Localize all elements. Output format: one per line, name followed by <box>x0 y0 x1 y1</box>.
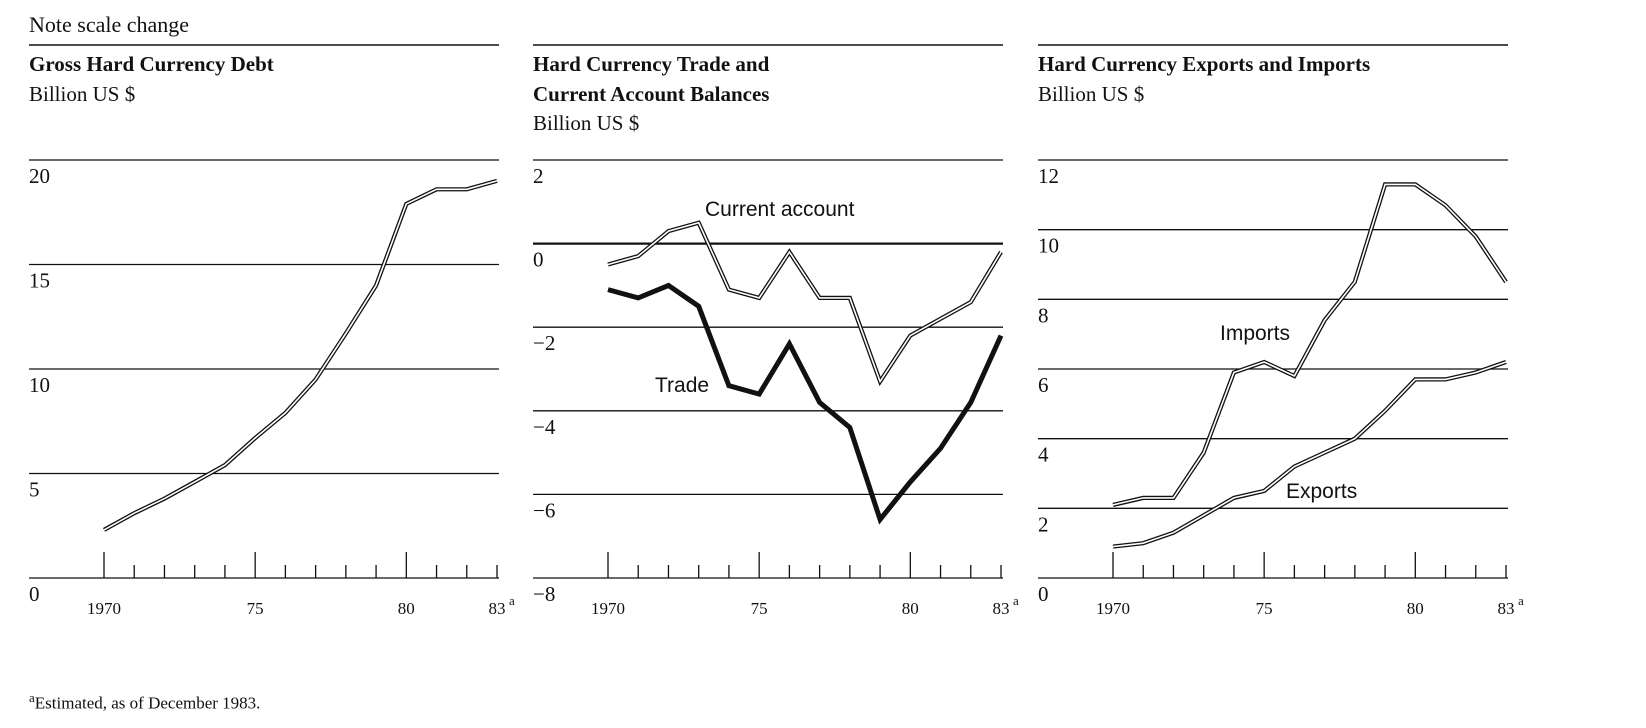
chart-title: Hard Currency Exports and Imports <box>1038 52 1371 76</box>
y-tick-label: 0 <box>533 248 544 272</box>
x-tick-superscript: a <box>509 593 515 608</box>
debt-chart: 0 5 10 15 20 1970 75 80 83 a <box>29 44 515 618</box>
y-tick-label: −6 <box>533 498 555 522</box>
x-tick-label: 80 <box>1407 599 1424 618</box>
x-tick-label: 1970 <box>591 599 625 618</box>
y-tick-label: 5 <box>29 478 40 502</box>
y-tick-label: 0 <box>29 582 40 606</box>
balances-chart: −8 −6 −4 −2 0 2 1970 75 80 83 a Current account Trad… <box>533 44 1019 618</box>
x-tick-label: 80 <box>398 599 415 618</box>
series-label: Trade <box>655 374 709 397</box>
x-tick-label: 83 <box>993 599 1010 618</box>
chart-title: Gross Hard Currency Debt <box>29 52 274 76</box>
y-tick-label: 15 <box>29 269 50 293</box>
y-tick-label: 2 <box>533 164 544 188</box>
exports-line-inner <box>1112 361 1507 548</box>
debt-line-outer <box>102 178 498 532</box>
exports-line-outer <box>1112 360 1507 549</box>
unit-label: Billion US $ <box>29 82 136 106</box>
footnote-marker: a <box>29 690 35 705</box>
chart-title-line-1: Hard Currency Trade and <box>533 52 770 76</box>
footnote: aEstimated, as of December 1983. <box>29 690 260 714</box>
x-tick-label: 80 <box>902 599 919 618</box>
y-tick-label: −2 <box>533 331 555 355</box>
x-tick-label: 75 <box>247 599 264 618</box>
panel-debt: Gross Hard Currency Debt Billion US $ 0 5… <box>29 0 515 680</box>
series-label: Imports <box>1220 322 1290 345</box>
y-tick-label: 8 <box>1038 303 1049 327</box>
x-tick-superscript: a <box>1518 593 1524 608</box>
y-tick-label: 6 <box>1038 373 1049 397</box>
y-tick-label: 10 <box>29 373 50 397</box>
y-tick-label: −4 <box>533 415 556 439</box>
current-account-line-inner <box>607 221 1002 384</box>
trade-line <box>607 282 1004 525</box>
exports-imports-chart: 0 2 4 6 8 10 12 1970 75 80 83 a Imports Exports <box>1038 44 1524 618</box>
y-tick-label: −8 <box>533 582 555 606</box>
unit-label: Billion US $ <box>1038 82 1145 106</box>
y-tick-label: 2 <box>1038 512 1049 536</box>
x-tick-label: 83 <box>1498 599 1515 618</box>
panel-balances: Hard Currency Trade and Current Account … <box>533 0 1019 680</box>
debt-line-inner <box>103 180 498 531</box>
panel-trade: Hard Currency Exports and Imports Billio… <box>1038 0 1524 680</box>
x-tick-superscript: a <box>1013 593 1019 608</box>
x-tick-label: 75 <box>751 599 768 618</box>
x-tick-label: 75 <box>1256 599 1273 618</box>
unit-label: Billion US $ <box>533 111 640 135</box>
series-label: Current account <box>705 198 855 221</box>
y-tick-label: 10 <box>1038 234 1059 258</box>
imports-line-inner <box>1112 183 1507 506</box>
footnote-text: Estimated, as of December 1983. <box>34 693 261 713</box>
x-tick-label: 83 <box>489 599 506 618</box>
x-tick-label: 1970 <box>87 599 121 618</box>
imports-line-outer <box>1112 182 1508 507</box>
y-tick-label: 20 <box>29 164 50 188</box>
y-tick-label: 12 <box>1038 164 1059 188</box>
y-tick-label: 0 <box>1038 582 1049 606</box>
x-tick-label: 1970 <box>1096 599 1130 618</box>
series-label: Exports <box>1286 480 1357 503</box>
scale-note: Note scale change <box>29 12 190 37</box>
y-tick-label: 4 <box>1038 443 1049 467</box>
chart-title-line-2: Current Account Balances <box>533 82 770 106</box>
current-account-line-outer <box>607 220 1003 387</box>
